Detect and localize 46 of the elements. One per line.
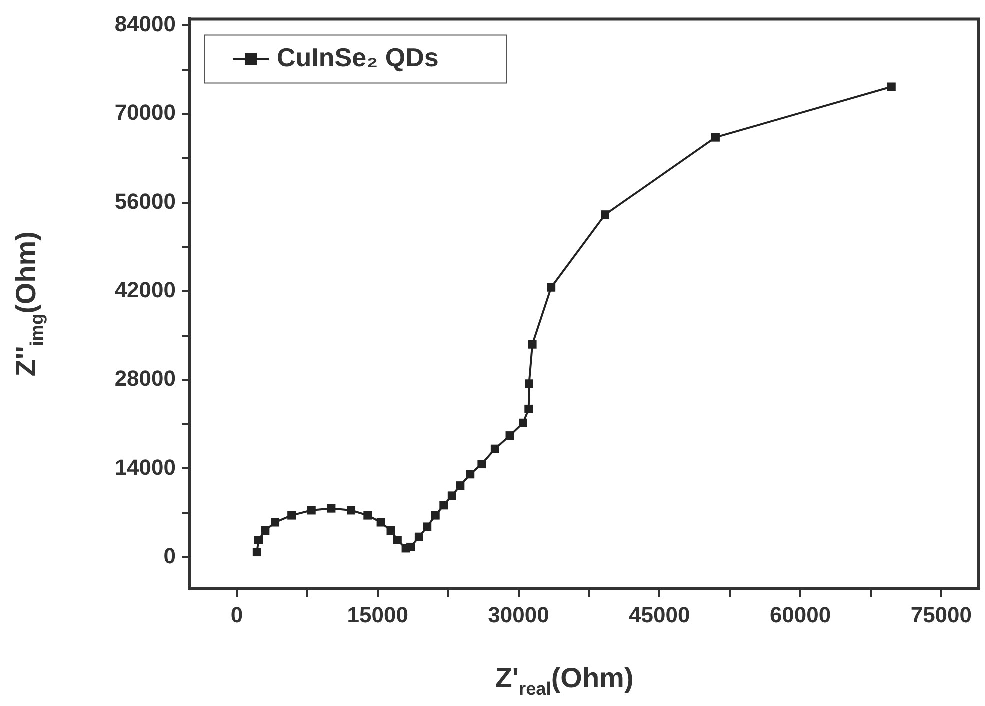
point [547,283,556,292]
y-tick-label: 70000 [114,100,176,126]
point [711,133,720,142]
x-tick-label: 15000 [347,602,408,628]
point [887,82,896,92]
point [525,380,534,388]
point [252,548,262,557]
point [440,501,448,510]
x-tick-label: 30000 [488,602,550,628]
point [601,210,610,220]
point [261,526,270,535]
point [524,404,534,414]
x-tick-label: 60000 [770,602,832,628]
y-tick-label: 42000 [114,278,176,302]
point [307,506,316,515]
legend-label: CuInSe₂ QDs [277,42,439,72]
x-tick-label: 0 [230,602,244,628]
y-tick-label: 28000 [114,366,176,392]
point [414,532,424,542]
point [528,340,537,349]
y-axis-title: Z''img(Ohm) [10,232,47,377]
point [406,542,416,552]
point [478,460,486,469]
x-tick-label: 45000 [629,602,690,628]
point [271,518,280,527]
point [490,444,500,454]
point [466,470,475,479]
y-tick-label: 0 [164,543,176,568]
point [376,518,386,527]
point [393,536,402,544]
point [519,418,528,428]
point [288,511,296,520]
point [364,511,372,520]
point [423,522,432,532]
point [431,511,440,520]
point [506,432,514,440]
y-tick-label: 14000 [114,454,176,480]
point [448,492,456,500]
x-tick-label: 75000 [910,602,972,628]
y-tick-label: 56000 [114,188,176,214]
point [254,536,263,544]
point [327,504,336,513]
point [347,506,356,515]
point [386,526,396,535]
point [456,482,465,490]
y-tick-label: 84000 [114,12,176,37]
